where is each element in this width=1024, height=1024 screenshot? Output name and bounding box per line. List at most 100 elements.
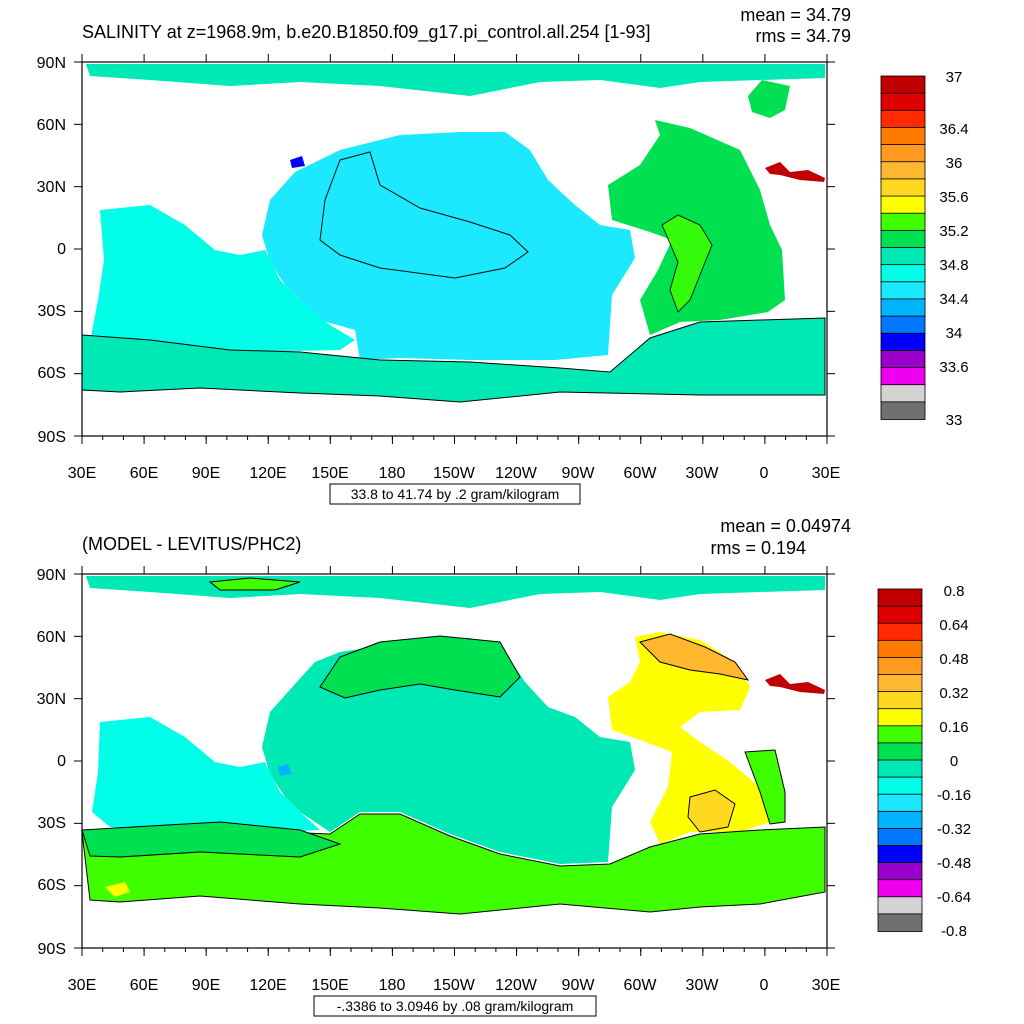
range-label: 33.8 to 41.74 by .2 gram/kilogram (351, 486, 560, 502)
colorbar-swatch (877, 691, 923, 710)
x-tick-label: 150W (433, 465, 476, 482)
x-tick-label: 120W (495, 977, 538, 994)
east-atlantic-green (744, 749, 786, 825)
y-tick-label: 90N (37, 55, 66, 72)
colorbar-swatch (880, 195, 926, 215)
range-label-box (313, 995, 597, 1017)
x-tick-label: 0 (760, 977, 769, 994)
rms-stat: rms = 0.194 (710, 538, 806, 558)
y-tick-label: 30S (38, 303, 66, 320)
colorbar-swatch (880, 212, 926, 232)
colorbar-swatch (880, 92, 926, 112)
colorbar-label: 37 (946, 69, 963, 86)
x-tick-label: 0 (760, 465, 769, 482)
pacific-core-region (319, 151, 529, 279)
colorbar-swatch (877, 913, 923, 932)
axis-ticks (74, 566, 835, 956)
y-tick-label: 60S (38, 365, 66, 382)
colorbar-swatch (880, 229, 926, 249)
x-tick-label: 30E (68, 465, 96, 482)
arctic-ocean-region (86, 64, 825, 96)
colorbar-swatch (877, 879, 923, 898)
arctic-positive-patch (208, 577, 301, 591)
colorbar-label: 0.48 (939, 651, 968, 668)
x-tick-label: 90E (192, 977, 220, 994)
colorbar-swatch (877, 827, 923, 847)
colorbar-swatch (877, 862, 923, 881)
y-tick-label: 90S (38, 941, 66, 958)
colorbar-label: -0.8 (941, 923, 967, 940)
difference-map-panel: (MODEL - LEVITUS/PHC2) mean = 0.04974 rm… (37, 516, 971, 1017)
colorbar-swatch (880, 127, 926, 146)
colorbar-label: -0.16 (937, 787, 971, 804)
colorbar-swatch (880, 144, 926, 163)
x-axis-labels: 30E 60E 90E 120E 150E 180 150W 120W 90W … (68, 977, 840, 994)
north-atlantic-high (639, 633, 750, 681)
colorbar-label: 0.32 (939, 685, 968, 702)
colorbar-labels: 37 36.4 36 35.6 35.2 34.8 34.4 34 33.6 3… (939, 69, 968, 429)
colorbar-swatch (877, 896, 923, 915)
colorbar-swatch (880, 75, 926, 95)
x-tick-label: 60W (624, 465, 658, 482)
colorbar-label: -0.64 (937, 889, 971, 906)
north-pacific-positive (319, 635, 521, 699)
colorbar-label: -0.32 (937, 821, 971, 838)
y-tick-label: 0 (57, 753, 66, 770)
x-tick-label: 90E (192, 465, 220, 482)
colorbar (880, 75, 926, 420)
chart-title: SALINITY at z=1968.9m, b.e20.B1850.f09_g… (82, 22, 651, 43)
colorbar-label: 34.8 (939, 257, 968, 274)
colorbar-label: 0.64 (939, 617, 968, 634)
rms-stat: rms = 34.79 (755, 26, 851, 46)
x-tick-label: 90W (562, 977, 596, 994)
x-tick-label: 120W (495, 465, 538, 482)
colorbar-labels: 0.8 0.64 0.48 0.32 0.16 0 -0.16 -0.32 -0… (937, 583, 971, 940)
colorbar-label: 34 (946, 325, 963, 342)
south-atlantic-warm-patch (105, 882, 130, 897)
colorbar-swatch (877, 725, 923, 744)
colorbar-swatch (877, 742, 923, 761)
x-axis-labels: 30E 60E 90E 120E 150E 180 150W 120W 90W … (68, 465, 840, 482)
x-tick-label: 30E (812, 977, 840, 994)
range-label: -.3386 to 3.0946 by .08 gram/kilogram (337, 998, 574, 1014)
salinity-map-panel: SALINITY at z=1968.9m, b.e20.B1850.f09_g… (37, 5, 969, 505)
southern-ocean-band (81, 821, 342, 858)
x-tick-label: 90W (562, 465, 596, 482)
colorbar-swatch (877, 776, 923, 796)
colorbar-swatch (880, 349, 926, 369)
colorbar-label: 36 (946, 155, 963, 172)
x-tick-label: 60W (624, 977, 658, 994)
map-plot-area (74, 566, 835, 956)
mediterranean-outflow-region (765, 674, 825, 694)
colorbar-label: 34.4 (939, 291, 968, 308)
x-tick-label: 120E (249, 465, 286, 482)
colorbar-swatch (877, 810, 923, 830)
x-tick-label: 30W (686, 465, 720, 482)
colorbar-swatch (880, 247, 926, 266)
x-tick-label: 60E (130, 977, 158, 994)
colorbar-swatch (880, 401, 926, 420)
colorbar (877, 588, 923, 932)
southern-ocean-region (81, 317, 826, 403)
colorbar-swatch (880, 178, 926, 197)
y-tick-label: 90N (37, 567, 66, 584)
south-atlantic-high (687, 789, 736, 833)
colorbar-swatch (877, 656, 923, 676)
colorbar-swatch (880, 161, 926, 180)
x-tick-label: 60E (130, 465, 158, 482)
x-tick-label: 30E (68, 977, 96, 994)
colorbar-label: 0.8 (944, 583, 965, 600)
indian-ocean-region (90, 205, 355, 352)
y-tick-label: 60S (38, 877, 66, 894)
colorbar-swatch (877, 588, 923, 608)
y-axis-labels: 90N 60N 30N 0 30S 60S 90S (37, 55, 66, 446)
fresh-anomaly-spot (278, 764, 292, 776)
y-tick-label: 30N (37, 179, 66, 196)
colorbar-swatch (880, 384, 926, 403)
x-tick-label: 150E (311, 977, 348, 994)
mean-stat: mean = 0.04974 (720, 516, 851, 536)
axis-ticks (74, 54, 835, 444)
chart-title: (MODEL - LEVITUS/PHC2) (82, 534, 301, 554)
colorbar-swatch (877, 759, 923, 779)
y-tick-label: 90S (38, 429, 66, 446)
